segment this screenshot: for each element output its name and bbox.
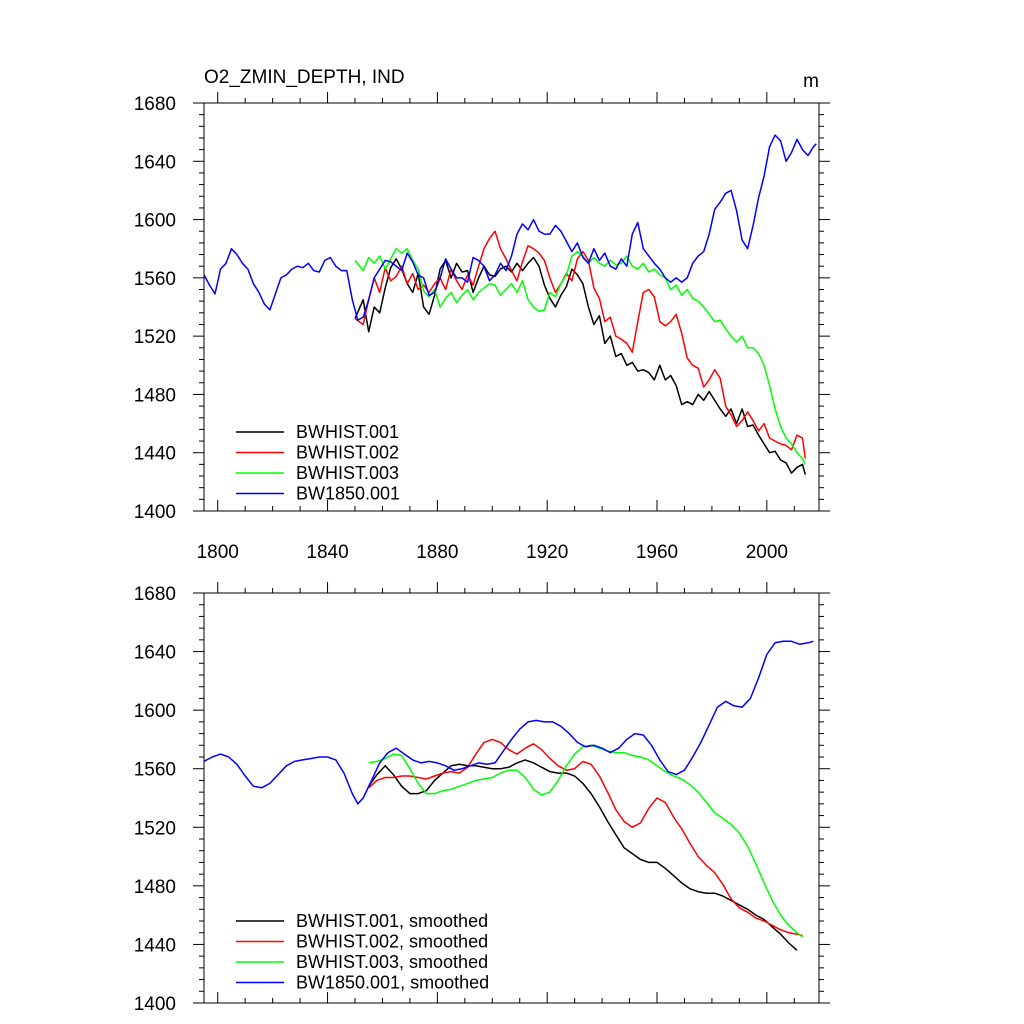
y-tick-label: 1400: [134, 994, 176, 1015]
series-line-bwhist-001: [354, 256, 807, 475]
y-tick-label: 1600: [134, 701, 176, 722]
legend-label: BW1850.001: [296, 484, 400, 504]
y-tick-label: 1560: [134, 760, 176, 781]
series-line-bwhist-001-smoothed: [368, 759, 798, 951]
series-line-bwhist-002: [354, 230, 807, 459]
legend-label: BWHIST.001: [296, 422, 399, 442]
y-tick-label: 1680: [134, 584, 176, 605]
legend-label: BW1850.001, smoothed: [296, 973, 489, 993]
chart-title: O2_ZMIN_DEPTH, IND: [204, 67, 405, 88]
legend-label: BWHIST.003, smoothed: [296, 952, 488, 972]
x-tick-label: 1800: [197, 542, 239, 563]
top-tick-labels: 1400 1440 1480 1520 1560 1600 1640 1680 1800 1840…: [134, 94, 788, 563]
series-line-bw1850-001-smoothed: [204, 640, 814, 805]
y-tick-label: 1640: [134, 152, 176, 173]
y-tick-label: 1640: [134, 643, 176, 664]
top-ticks: [193, 92, 830, 512]
top-series-group: [204, 134, 817, 475]
series-line-bw1850-001: [204, 134, 817, 321]
legend-label: BWHIST.001, smoothed: [296, 911, 488, 931]
y-tick-label: 1440: [134, 935, 176, 956]
y-tick-label: 1440: [134, 444, 176, 465]
x-tick-label: 1880: [416, 542, 458, 563]
y-tick-label: 1480: [134, 877, 176, 898]
series-line-bwhist-002-smoothed: [368, 738, 803, 937]
units-label: m: [803, 71, 819, 92]
bottom-plot-frame: [203, 592, 820, 1004]
legend-label: BWHIST.002, smoothed: [296, 932, 488, 952]
x-tick-label: 2000: [746, 542, 788, 563]
bottom-panel: 1400 1440 1480 1520 1560 1600 1640 1680 BWHIST.…: [134, 582, 830, 1015]
y-tick-label: 1560: [134, 269, 176, 290]
x-tick-label: 1840: [306, 542, 348, 563]
legend-label: BWHIST.003: [296, 463, 399, 483]
y-tick-label: 1680: [134, 94, 176, 115]
series-line-bwhist-003-smoothed: [368, 744, 803, 938]
y-tick-label: 1520: [134, 818, 176, 839]
x-tick-label: 1920: [526, 542, 568, 563]
bottom-ticks: [193, 582, 830, 1004]
bottom-tick-labels: 1400 1440 1480 1520 1560 1600 1640 1680: [134, 584, 176, 1015]
y-tick-label: 1600: [134, 211, 176, 232]
top-plot-frame: [203, 102, 820, 512]
y-tick-label: 1400: [134, 502, 176, 523]
top-panel: 1400 1440 1480 1520 1560 1600 1640 1680 1800 1840…: [134, 67, 830, 563]
x-tick-label: 1960: [636, 542, 678, 563]
y-tick-label: 1520: [134, 327, 176, 348]
bottom-series-group: [204, 640, 814, 951]
series-line-bwhist-003: [354, 247, 806, 465]
legend-label: BWHIST.002: [296, 443, 399, 463]
y-tick-label: 1480: [134, 385, 176, 406]
